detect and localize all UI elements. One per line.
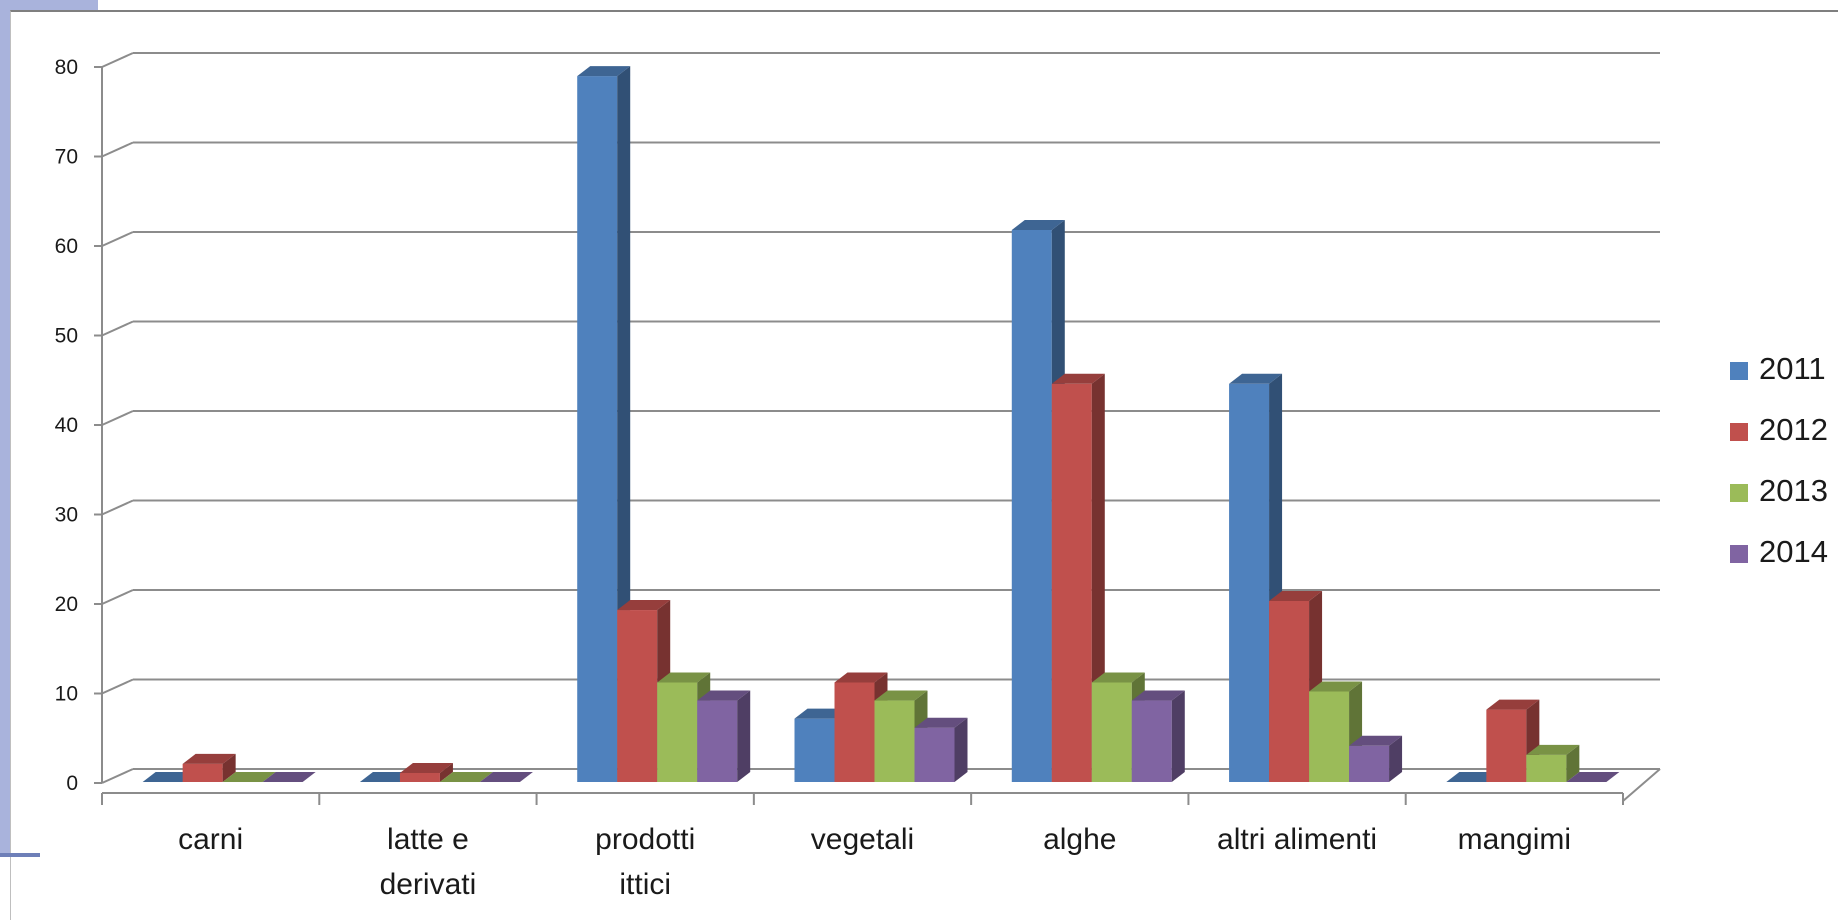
x-axis: carni latte e derivati prodotti ittici vegeta… [101, 792, 1624, 901]
y-tick-label: 50 [55, 325, 78, 348]
legend-swatch [1730, 423, 1748, 441]
gridline [94, 499, 1660, 516]
y-axis: 0 10 20 30 40 50 60 70 80 [55, 56, 103, 795]
bar-2014-0 [262, 772, 316, 783]
floor-edge [1622, 768, 1661, 802]
y-tick-label: 0 [66, 772, 78, 795]
x-tick-label: mangimi [1458, 823, 1571, 856]
bar-2014-1 [479, 772, 533, 783]
slide-accent-bar [0, 853, 40, 857]
bar-2013-6 [1526, 744, 1580, 782]
x-tick-label: prodotti [595, 823, 695, 856]
bar-2014-4 [1131, 690, 1185, 782]
y-tick-label: 80 [55, 56, 78, 79]
x-tick-label: latte e [387, 823, 469, 856]
gridline [94, 141, 1660, 158]
bar-2014-2 [697, 690, 751, 782]
slide-left-strip [0, 0, 10, 855]
legend-item-2012: 2012 [1730, 412, 1828, 447]
legend-swatch [1730, 545, 1748, 563]
slide-top-accent [0, 0, 98, 10]
bars [142, 66, 1620, 783]
legend-swatch [1730, 362, 1748, 380]
y-tick-label: 40 [55, 414, 78, 437]
y-tick-label: 20 [55, 593, 78, 616]
bar-2014-3 [914, 717, 968, 782]
bar-2012-1 [399, 762, 453, 782]
gridline [94, 231, 1660, 247]
bar-2011-2 [577, 66, 631, 783]
gridline [94, 678, 1660, 695]
y-tick-label: 10 [55, 683, 78, 706]
legend-item-2013: 2013 [1730, 473, 1828, 508]
x-tick-label: ittici [619, 868, 671, 901]
x-tick-label: vegetali [811, 823, 914, 856]
legend: 2011 2012 2013 2014 [1730, 351, 1828, 569]
x-tick-label: alghe [1043, 823, 1116, 856]
bar-2011-6 [1446, 772, 1500, 783]
x-tick-label: carni [178, 823, 243, 856]
x-tick-label: derivati [380, 868, 477, 901]
y-tick-label: 70 [55, 146, 78, 169]
bar-2013-1 [439, 772, 493, 783]
legend-item-2014: 2014 [1730, 534, 1828, 569]
legend-label: 2012 [1759, 412, 1828, 447]
legend-label: 2014 [1759, 534, 1828, 569]
bar-2014-6 [1566, 772, 1620, 783]
legend-swatch [1730, 484, 1748, 502]
bar-2011-0 [142, 772, 196, 783]
legend-item-2011: 2011 [1730, 351, 1826, 386]
legend-label: 2011 [1759, 351, 1826, 386]
legend-label: 2013 [1759, 473, 1828, 508]
bar-2011-5 [1229, 373, 1283, 782]
bar-2013-0 [222, 772, 276, 783]
y-tick-label: 30 [55, 504, 78, 527]
gridline [94, 320, 1660, 337]
bar-2014-5 [1349, 735, 1403, 782]
gridline [94, 52, 1660, 68]
y-tick-label: 60 [55, 235, 78, 258]
chart-floor [1622, 768, 1661, 802]
bar-2011-1 [359, 772, 413, 783]
gridline [94, 410, 1660, 426]
gridline [94, 589, 1660, 605]
x-tick-label: altri alimenti [1217, 823, 1377, 856]
bar-2012-0 [182, 753, 236, 782]
